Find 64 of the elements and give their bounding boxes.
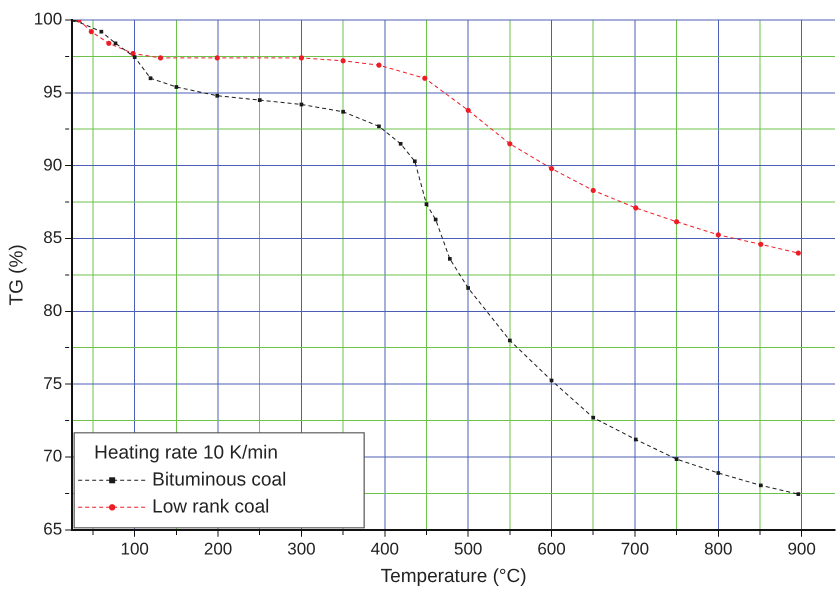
point <box>130 50 136 56</box>
point <box>300 102 304 106</box>
point <box>466 286 470 290</box>
point <box>796 492 800 496</box>
x-tick-label: 700 <box>620 540 650 559</box>
point <box>758 242 764 247</box>
point <box>508 338 512 342</box>
point <box>376 62 382 68</box>
x-tick-label: 500 <box>454 540 482 559</box>
point <box>100 30 104 34</box>
y-tick-label: 95 <box>43 82 62 102</box>
point <box>466 108 471 113</box>
point <box>174 85 178 89</box>
point <box>298 55 304 60</box>
point <box>424 202 428 206</box>
point <box>548 166 554 172</box>
point <box>341 110 345 114</box>
point <box>796 250 801 256</box>
point <box>148 76 152 80</box>
point <box>106 40 112 46</box>
legend-label: Bituminous coal <box>152 470 286 491</box>
point <box>758 484 763 488</box>
legend-label: Low rank coal <box>152 496 270 518</box>
point <box>674 457 678 461</box>
point <box>507 141 512 146</box>
x-tick-label: 300 <box>287 540 316 559</box>
point <box>716 232 721 238</box>
x-tick-label: 600 <box>537 540 566 559</box>
x-axis-title: Temperature (°C) <box>380 566 527 587</box>
y-axis-title: TG (%) <box>6 244 28 306</box>
x-tick-label: 900 <box>787 540 816 559</box>
y-tick-label: 90 <box>43 155 62 174</box>
point <box>398 142 402 146</box>
point <box>716 471 720 475</box>
point <box>633 205 638 210</box>
x-tick-label: 800 <box>704 540 732 559</box>
point <box>448 257 452 261</box>
y-tick-label: 85 <box>43 228 62 248</box>
y-tick-label: 70 <box>43 446 62 466</box>
point <box>340 58 346 64</box>
point <box>158 55 164 60</box>
point <box>591 416 596 420</box>
y-tick-label: 65 <box>43 519 62 538</box>
point <box>422 76 428 81</box>
x-tick-label: 100 <box>120 540 149 559</box>
point <box>215 94 220 98</box>
point <box>412 159 417 164</box>
point <box>114 41 118 46</box>
point <box>590 188 596 194</box>
point <box>132 55 137 59</box>
point <box>674 219 680 224</box>
x-tick-label: 200 <box>204 540 232 559</box>
point <box>88 29 94 34</box>
point <box>258 98 262 102</box>
x-tick-label: 400 <box>370 540 399 559</box>
point <box>214 55 220 60</box>
y-tick-label: 75 <box>43 374 62 393</box>
point <box>550 378 554 382</box>
point <box>377 124 381 128</box>
y-tick-label: 100 <box>34 10 62 29</box>
point <box>434 218 438 222</box>
y-tick-label: 80 <box>43 301 62 320</box>
legend-title: Heating rate 10 K/min <box>94 442 278 464</box>
point <box>634 438 638 442</box>
